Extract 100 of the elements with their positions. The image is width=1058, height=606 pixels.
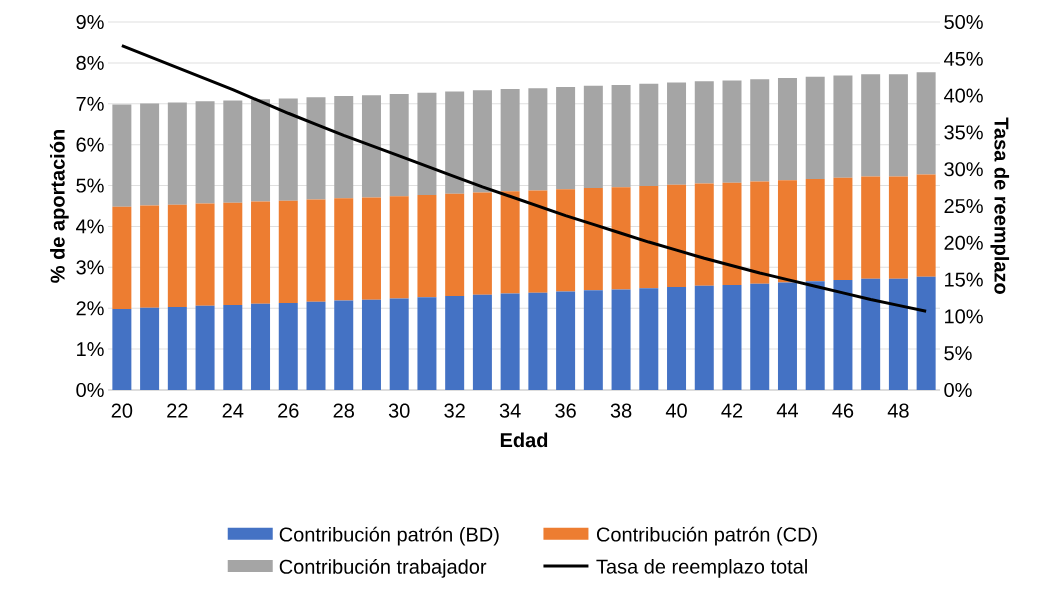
bar (667, 286, 687, 390)
bar (694, 285, 714, 390)
bar (694, 183, 714, 286)
bar (777, 180, 797, 283)
bar (417, 194, 437, 298)
legend-label: Contribución patrón (BD) (279, 526, 499, 546)
bar (861, 74, 881, 177)
bar (611, 289, 631, 390)
bar (195, 203, 215, 306)
bar (278, 302, 298, 390)
bar (583, 85, 603, 189)
bar (361, 95, 381, 198)
y2-tick-label: 0% (944, 382, 972, 398)
x-tick-label: 24 (222, 403, 244, 418)
bar (833, 280, 853, 390)
y-tick-label: 6% (76, 137, 104, 152)
bar (667, 82, 687, 185)
y2-tick-label: 25% (944, 198, 983, 214)
y-tick-label: 0% (76, 382, 104, 398)
bar (528, 292, 548, 390)
bar (777, 282, 797, 390)
bar (833, 75, 853, 178)
bar (140, 307, 160, 390)
bar (167, 204, 187, 307)
bar (472, 294, 492, 390)
y2-tick-label: 20% (944, 235, 983, 250)
y-tick-label: 5% (76, 178, 104, 193)
bar (888, 278, 908, 390)
bar (500, 191, 520, 294)
bar (389, 196, 409, 299)
bar (500, 89, 520, 192)
bar (140, 103, 160, 206)
bar (112, 206, 132, 310)
bar (611, 84, 631, 188)
x-tick-label: 48 (887, 403, 909, 418)
bar (334, 300, 354, 390)
bar (306, 301, 326, 390)
y2-tick-label: 10% (945, 309, 983, 324)
bar (389, 298, 409, 390)
bar (861, 176, 881, 279)
bar (445, 295, 465, 390)
bar (472, 90, 492, 193)
x-tick-label: 20 (111, 403, 133, 418)
y2-tick-label: 5% (944, 346, 972, 361)
y2-tick-label: 45% (943, 51, 983, 66)
x-tick-label: 40 (665, 403, 687, 418)
y-tick-label: 8% (76, 55, 104, 70)
bar (750, 283, 770, 390)
x-tick-label: 38 (610, 403, 632, 418)
bar (361, 299, 381, 390)
y-tick-label: 9% (76, 14, 104, 30)
bar (361, 197, 381, 300)
bar (528, 88, 548, 191)
y-axis-title: % de aportación (49, 130, 69, 283)
bar (251, 99, 271, 202)
bar (528, 190, 548, 293)
y-tick-label: 4% (76, 219, 104, 234)
bar (556, 189, 576, 292)
bar (167, 307, 187, 390)
bar (278, 98, 298, 201)
y2-tick-label: 40% (943, 88, 983, 103)
bar (833, 177, 853, 281)
bar (916, 174, 936, 277)
bar (611, 187, 631, 290)
bar (639, 185, 659, 289)
bar (805, 281, 825, 390)
bar (861, 278, 881, 390)
bar (278, 200, 298, 303)
x-tick-label: 30 (388, 403, 410, 418)
bar (140, 205, 160, 308)
bar (500, 293, 520, 390)
bar (805, 179, 825, 282)
bar (251, 201, 271, 304)
bar (195, 305, 215, 390)
y2-tick-label: 30% (944, 162, 983, 177)
bar (223, 304, 243, 390)
y2-axis-title: Tasa de reemplazo (990, 117, 1010, 294)
bar (722, 182, 742, 285)
bar (306, 97, 326, 200)
y2-tick-label: 50% (944, 14, 983, 30)
bar (722, 80, 742, 183)
bar (223, 100, 243, 203)
bar (750, 181, 770, 284)
bar (556, 291, 576, 390)
bar (667, 184, 687, 287)
bar (445, 193, 465, 296)
bar (112, 309, 132, 390)
bar (777, 78, 797, 181)
x-tick-label: 44 (776, 403, 799, 418)
bar (750, 79, 770, 182)
bar (556, 87, 576, 190)
bar (639, 83, 659, 186)
x-tick-label: 32 (444, 403, 465, 418)
bar (888, 176, 908, 279)
x-tick-label: 46 (832, 403, 854, 418)
bar (167, 102, 187, 205)
y2-tick-label: 15% (945, 272, 983, 287)
bar (223, 202, 243, 305)
x-tick-label: 42 (721, 403, 743, 418)
bar (916, 72, 936, 175)
